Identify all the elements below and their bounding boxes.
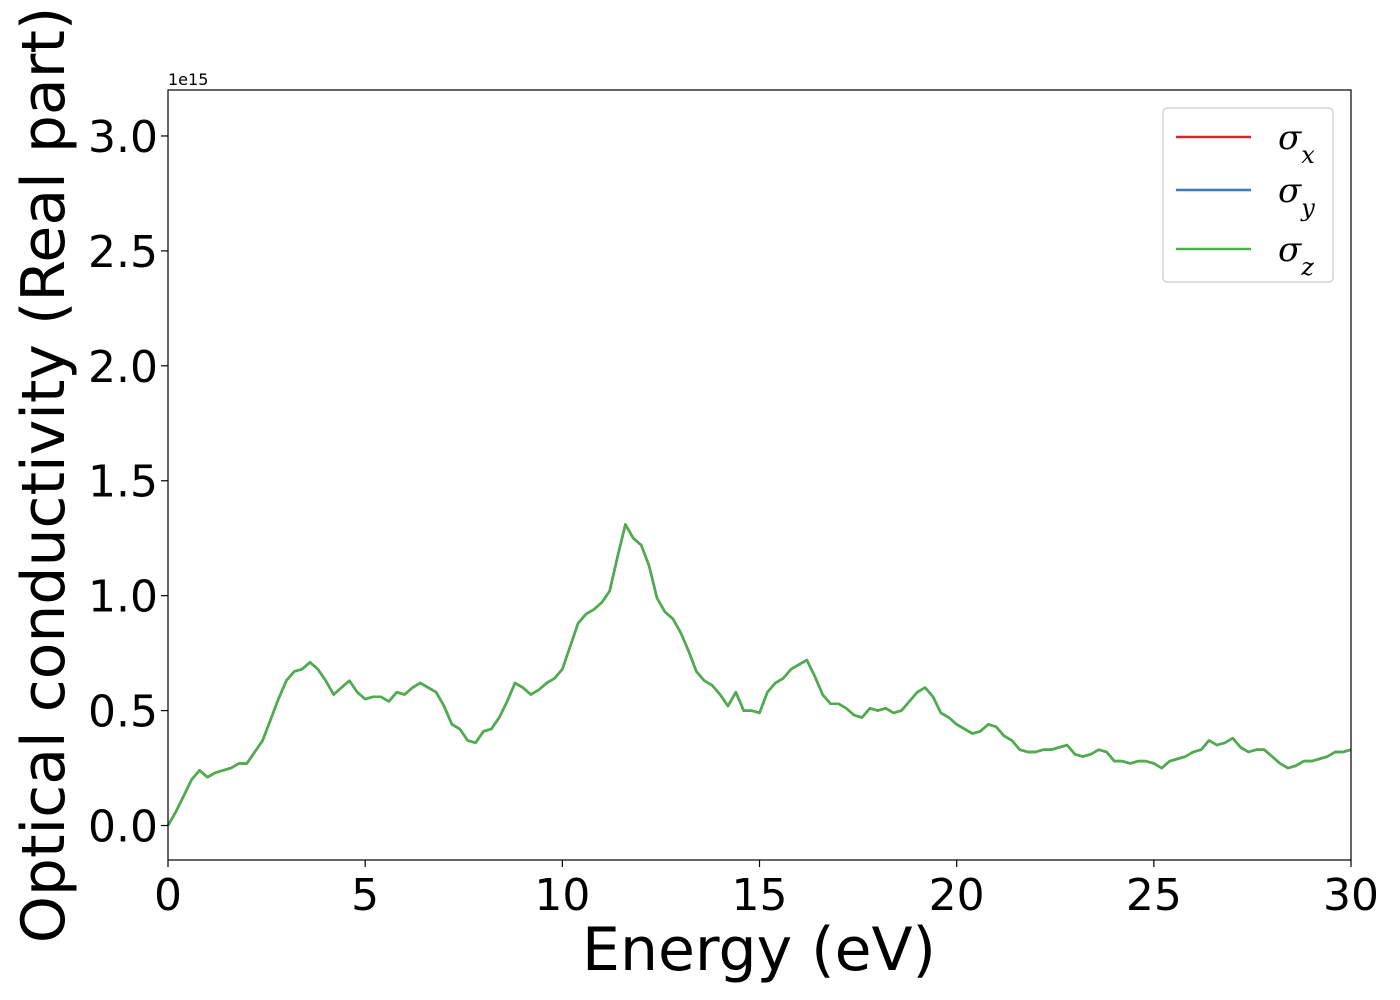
- y-tick-label: 0.0: [88, 802, 158, 853]
- y-tick-label: 3.0: [88, 112, 158, 163]
- x-tick-label: 20: [929, 870, 985, 921]
- legend-box: [1162, 107, 1334, 283]
- y-tick-label: 2.5: [88, 227, 158, 278]
- y-tick-label: 0.5: [88, 687, 158, 738]
- legend-label-sigma-z: σz: [1278, 230, 1314, 281]
- legend: σx σy σz: [1162, 107, 1334, 283]
- x-tick-label: 5: [351, 870, 379, 921]
- series-layer: [166, 523, 1352, 827]
- y-tick-label: 1.5: [88, 457, 158, 508]
- x-axis-label: Energy (eV): [582, 915, 936, 985]
- x-tick-label: 15: [732, 870, 788, 921]
- y-axis-label: Optical conductivity (Real part): [9, 7, 79, 944]
- x-tick-label: 0: [154, 870, 182, 921]
- legend-label-sigma-y: σy: [1278, 171, 1315, 222]
- x-tick-label: 30: [1323, 870, 1379, 921]
- y-tick-label: 2.0: [88, 342, 158, 393]
- y-offset-label: 1e15: [168, 70, 208, 89]
- y-axis: 0.0 0.5 1.0 1.5 2.0 2.5 3.0: [88, 112, 168, 853]
- y-tick-label: 1.0: [88, 572, 158, 623]
- legend-label-sigma-x: σx: [1278, 118, 1315, 169]
- x-axis: 0 5 10 15 20 25 30: [154, 860, 1379, 921]
- series-line-sigma-z: [166, 523, 1352, 827]
- x-tick-label: 25: [1126, 870, 1182, 921]
- x-tick-label: 10: [534, 870, 590, 921]
